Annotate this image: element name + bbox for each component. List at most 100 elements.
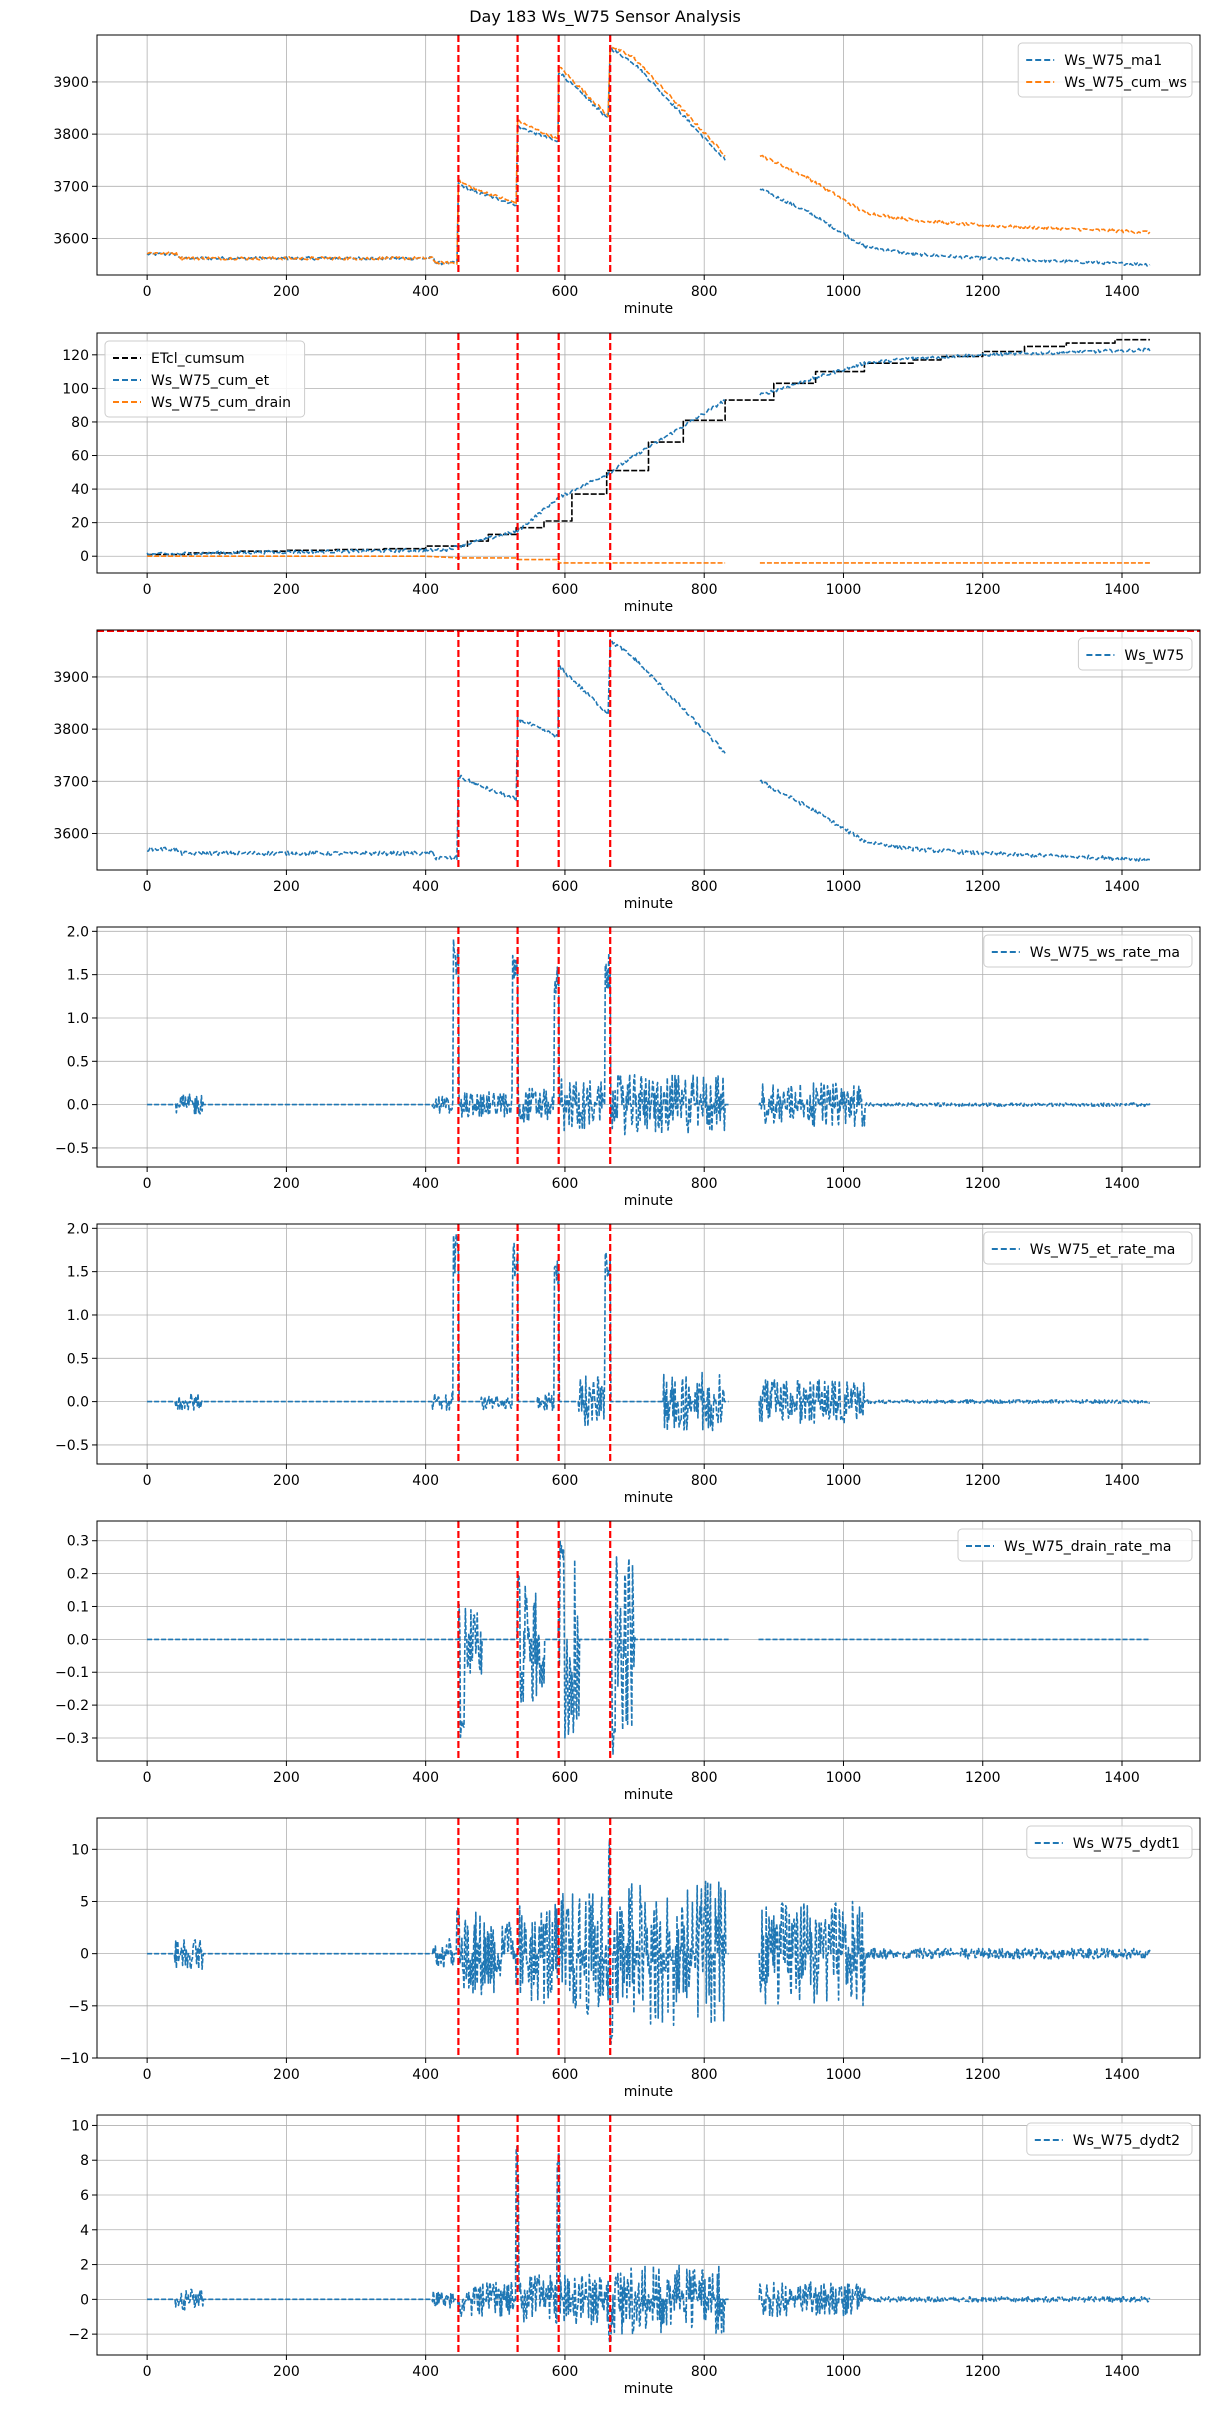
y-tick-label: 3600 <box>53 826 89 842</box>
x-tick-label: 0 <box>143 582 152 598</box>
y-tick-label: 3800 <box>53 722 89 738</box>
x-tick-label: 1400 <box>1104 2364 1140 2380</box>
y-tick-label: 0.0 <box>67 1098 89 1114</box>
x-tick-label: 1400 <box>1104 582 1140 598</box>
x-tick-label: 0 <box>143 2067 152 2083</box>
x-tick-label: 1000 <box>826 1770 862 1786</box>
plot-area <box>147 1521 1150 1761</box>
axes-frame <box>96 332 1201 574</box>
x-tick-label: 200 <box>273 582 300 598</box>
figure-title: Day 183 Ws_W75 Sensor Analysis <box>469 7 741 27</box>
x-tick-label: 1200 <box>965 879 1001 895</box>
legend-box <box>983 934 1193 968</box>
chart-panel-3: 0 200 400 600 800 1000 1200 1400 3600 3700 3800 390… <box>53 629 1201 912</box>
y-tick-label: 4 <box>80 2223 89 2239</box>
x-tick-label: 200 <box>273 879 300 895</box>
x-tick-label: 400 <box>412 1473 439 1489</box>
x-tick-label: 400 <box>412 2364 439 2380</box>
y-tick-label: 0 <box>80 549 89 565</box>
y-tick-label: 3900 <box>53 670 89 686</box>
plot-area <box>147 2115 1151 2355</box>
y-tick-label: 1.0 <box>67 1011 89 1027</box>
chart-panel-7: 0 200 400 600 800 1000 1200 1400 −10 −5 0 5 10 minute… <box>59 1817 1201 2100</box>
y-tick-label: 20 <box>71 516 89 532</box>
y-tick-label: −2 <box>68 2327 89 2343</box>
x-tick-label: 1400 <box>1104 879 1140 895</box>
x-axis-label: minute <box>624 1787 673 1803</box>
y-tick-label: 1.5 <box>67 968 89 984</box>
x-tick-label: 800 <box>691 2067 718 2083</box>
y-tick-label: −0.5 <box>55 1141 89 1157</box>
legend-label: Ws_W75_drain_rate_ma <box>1004 1539 1171 1555</box>
y-tick-label: 1.5 <box>67 1265 89 1281</box>
y-tick-label: 3700 <box>53 774 89 790</box>
axes-frame <box>96 1520 1201 1762</box>
y-tick-label: 1.0 <box>67 1308 89 1324</box>
legend: Ws_W75_ma1 Ws_W75_cum_ws <box>1017 42 1193 98</box>
axes-frame <box>96 1223 1201 1465</box>
legend-label: Ws_W75_cum_drain <box>151 395 291 411</box>
x-tick-label: 0 <box>143 879 152 895</box>
x-tick-label: 1000 <box>826 879 862 895</box>
legend-label: Ws_W75_dydt2 <box>1073 2133 1180 2149</box>
y-tick-label: 80 <box>71 415 89 431</box>
x-tick-label: 600 <box>552 2067 579 2083</box>
legend: ETcl_cumsum Ws_W75_cum_et Ws_W75_cum_drain <box>104 340 306 418</box>
legend-box <box>957 1528 1193 1562</box>
x-tick-label: 0 <box>143 1770 152 1786</box>
y-tick-label: 2.0 <box>67 1221 89 1237</box>
series-ETcl_cumsum <box>147 338 1150 556</box>
chart-panel-2: 0 200 400 600 800 1000 1200 1400 0 20 40 60 80 100 120… <box>62 332 1201 615</box>
x-tick-label: 1400 <box>1104 2067 1140 2083</box>
x-tick-label: 600 <box>552 2364 579 2380</box>
chart-panel-6: 0 200 400 600 800 1000 1200 1400 −0.3 −0.2 −0.1 0.0… <box>55 1520 1201 1803</box>
x-tick-label: 600 <box>552 879 579 895</box>
series-Ws_W75 <box>146 638 1151 863</box>
x-tick-label: 600 <box>552 1770 579 1786</box>
plot-area <box>146 333 1151 573</box>
x-tick-label: 400 <box>412 2067 439 2083</box>
x-tick-label: 400 <box>412 879 439 895</box>
axes-frame <box>96 629 1201 871</box>
x-tick-label: 1000 <box>826 582 862 598</box>
y-tick-label: 0 <box>80 2292 89 2308</box>
y-tick-label: 0.5 <box>67 1054 89 1070</box>
legend: Ws_W75_drain_rate_ma <box>957 1528 1193 1562</box>
plot-area <box>147 1818 1151 2058</box>
x-tick-label: 400 <box>412 284 439 300</box>
x-tick-label: 800 <box>691 1176 718 1192</box>
plot-area <box>147 927 1151 1167</box>
x-tick-label: 200 <box>273 1770 300 1786</box>
series-Ws_W75_dydt2 <box>147 2145 1151 2343</box>
legend: Ws_W75_dydt1 <box>1026 1825 1193 1859</box>
x-axis-label: minute <box>624 2381 673 2397</box>
y-tick-label: 0.3 <box>67 1534 89 1550</box>
legend-label: Ws_W75 <box>1124 648 1184 664</box>
x-tick-label: 800 <box>691 582 718 598</box>
x-tick-label: 1000 <box>826 2364 862 2380</box>
x-axis-label: minute <box>624 1490 673 1506</box>
y-tick-label: 10 <box>71 1842 89 1858</box>
y-tick-label: 10 <box>71 2118 89 2134</box>
y-tick-label: 5 <box>80 1894 89 1910</box>
x-axis-label: minute <box>624 896 673 912</box>
y-tick-label: 0.2 <box>67 1567 89 1583</box>
x-tick-label: 800 <box>691 2364 718 2380</box>
x-tick-label: 800 <box>691 1770 718 1786</box>
x-tick-label: 1200 <box>965 582 1001 598</box>
x-tick-label: 1200 <box>965 1176 1001 1192</box>
x-tick-label: 600 <box>552 1176 579 1192</box>
x-tick-label: 1400 <box>1104 1770 1140 1786</box>
x-tick-label: 0 <box>143 1176 152 1192</box>
x-tick-label: 200 <box>273 1176 300 1192</box>
x-axis-label: minute <box>624 599 673 615</box>
y-tick-label: 3700 <box>53 179 89 195</box>
legend-label: Ws_W75_et_rate_ma <box>1030 1242 1176 1258</box>
y-tick-label: 2 <box>80 2258 89 2274</box>
x-tick-label: 1000 <box>826 1176 862 1192</box>
y-tick-label: 0.5 <box>67 1351 89 1367</box>
axes-frame <box>96 2114 1201 2356</box>
legend-box <box>983 1231 1193 1265</box>
series-Ws_W75_dydt1 <box>147 1838 1151 2045</box>
x-tick-label: 800 <box>691 879 718 895</box>
